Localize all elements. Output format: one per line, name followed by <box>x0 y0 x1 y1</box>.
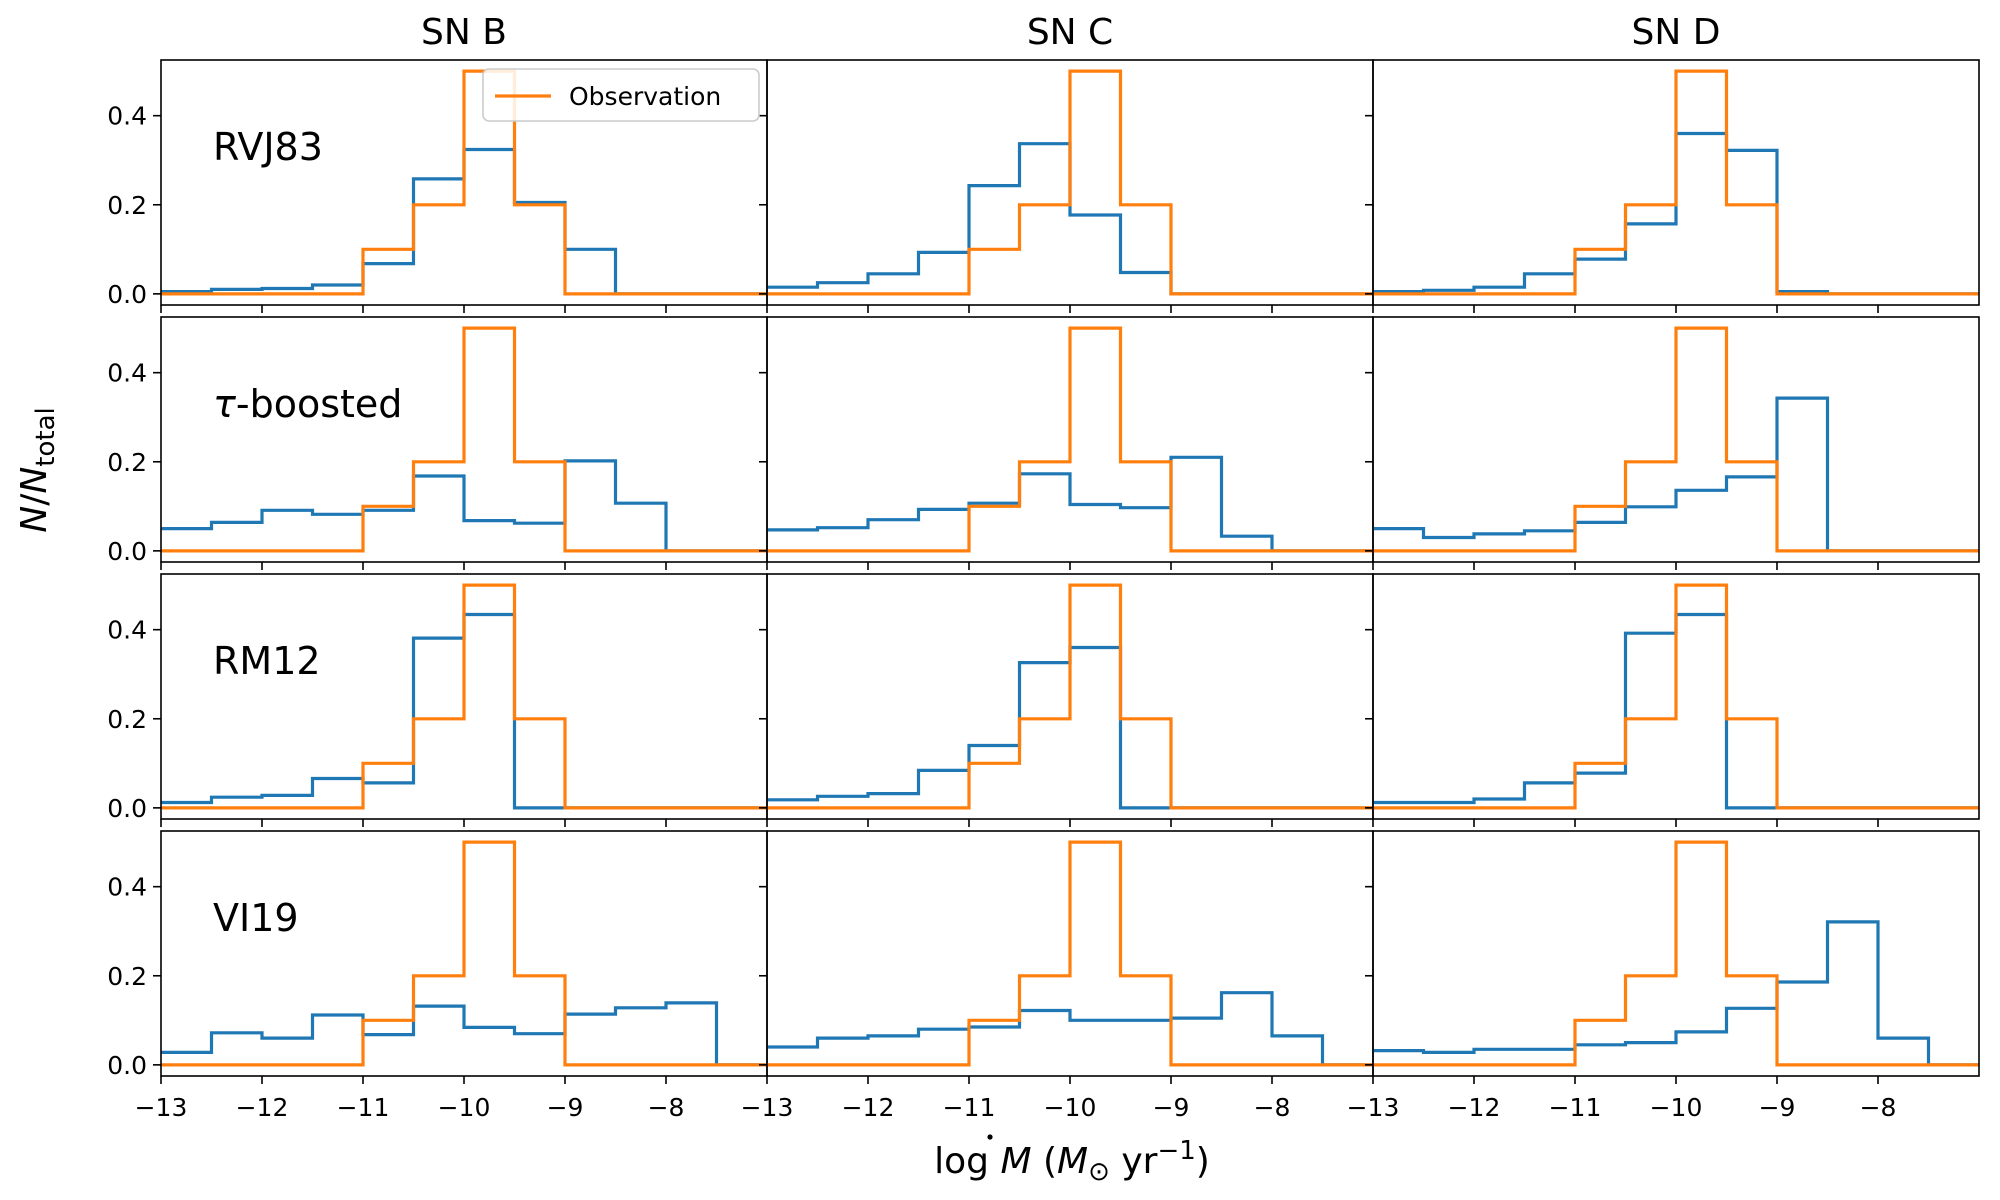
observation-histogram <box>767 326 1373 553</box>
row-label: τ-boosted <box>213 382 402 426</box>
y-tick-label: 0.4 <box>107 616 147 645</box>
x-tick-label: −11 <box>337 1093 390 1122</box>
panel <box>153 573 768 827</box>
y-tick-label: 0.4 <box>107 873 147 902</box>
model-histogram <box>767 455 1373 553</box>
row-label: VI19 <box>213 896 299 940</box>
observation-histogram <box>161 69 767 296</box>
row-label: RM12 <box>213 639 321 683</box>
panel <box>1365 573 1980 827</box>
observation-histogram <box>161 583 767 810</box>
model-histogram <box>161 147 767 296</box>
model-histogram <box>161 1001 767 1067</box>
x-tick-label: −9 <box>1759 1093 1796 1122</box>
y-tick-label: 0.4 <box>107 359 147 388</box>
y-axis-title: N/Ntotal <box>14 407 61 532</box>
observation-histogram <box>767 840 1373 1067</box>
y-tick-label: 0.4 <box>107 102 147 131</box>
x-tick-label: −12 <box>1448 1093 1501 1122</box>
observation-histogram <box>161 840 767 1067</box>
observation-histogram <box>1373 583 1979 810</box>
x-tick-label: −12 <box>236 1093 289 1122</box>
observation-histogram <box>767 69 1373 296</box>
legend-box <box>482 68 760 122</box>
model-histogram <box>1373 396 1979 553</box>
mdot-accent <box>987 1134 993 1140</box>
observation-histogram <box>1373 69 1979 296</box>
y-tick-label: 0.2 <box>107 191 147 220</box>
x-tick-label: −13 <box>741 1093 794 1122</box>
panel <box>153 830 768 1084</box>
column-title: SN C <box>1027 12 1113 53</box>
x-tick-label: −10 <box>1650 1093 1703 1122</box>
x-tick-label: −12 <box>842 1093 895 1122</box>
panel <box>153 316 768 570</box>
x-tick-label: −13 <box>135 1093 188 1122</box>
x-tick-label: −8 <box>1860 1093 1897 1122</box>
x-tick-label: −13 <box>1347 1093 1400 1122</box>
model-histogram <box>767 991 1373 1067</box>
x-tick-label: −10 <box>438 1093 491 1122</box>
labels: SN B SN C SN D 0.0 0.2 0.4 RVJ83 0.0 0.2 0.4 τ-boo… <box>107 12 1896 1122</box>
x-tick-label: −10 <box>1044 1093 1097 1122</box>
y-tick-label: 0.2 <box>107 448 147 477</box>
x-tick-label: −8 <box>648 1093 685 1122</box>
panel <box>759 59 1374 313</box>
x-tick-label: −9 <box>1153 1093 1190 1122</box>
panel <box>759 573 1374 827</box>
model-histogram <box>1373 920 1979 1067</box>
y-tick-label: 0.0 <box>107 537 147 566</box>
panel <box>1365 59 1980 313</box>
row-label: RVJ83 <box>213 125 323 169</box>
legend-label: Observation <box>569 82 721 111</box>
observation-histogram <box>1373 326 1979 553</box>
y-tick-label: 0.0 <box>107 1051 147 1080</box>
legend: Observation <box>482 68 760 122</box>
panel <box>759 316 1374 570</box>
observation-histogram <box>1373 840 1979 1067</box>
y-tick-label: 0.0 <box>107 794 147 823</box>
x-tick-label: −11 <box>943 1093 996 1122</box>
column-title: SN D <box>1632 12 1721 53</box>
x-tick-label: −9 <box>547 1093 584 1122</box>
observation-histogram <box>161 326 767 553</box>
panel <box>1365 316 1980 570</box>
x-tick-label: −11 <box>1549 1093 1602 1122</box>
x-tick-label: −8 <box>1254 1093 1291 1122</box>
panels <box>153 59 1980 1084</box>
panel <box>759 830 1374 1084</box>
model-histogram <box>161 459 767 553</box>
panel <box>1365 830 1980 1084</box>
y-tick-label: 0.2 <box>107 705 147 734</box>
column-title: SN B <box>421 12 507 53</box>
y-tick-label: 0.0 <box>107 280 147 309</box>
x-axis-title: log M (M⊙ yr−1) <box>934 1136 1210 1187</box>
observation-histogram <box>767 583 1373 810</box>
y-tick-label: 0.2 <box>107 962 147 991</box>
